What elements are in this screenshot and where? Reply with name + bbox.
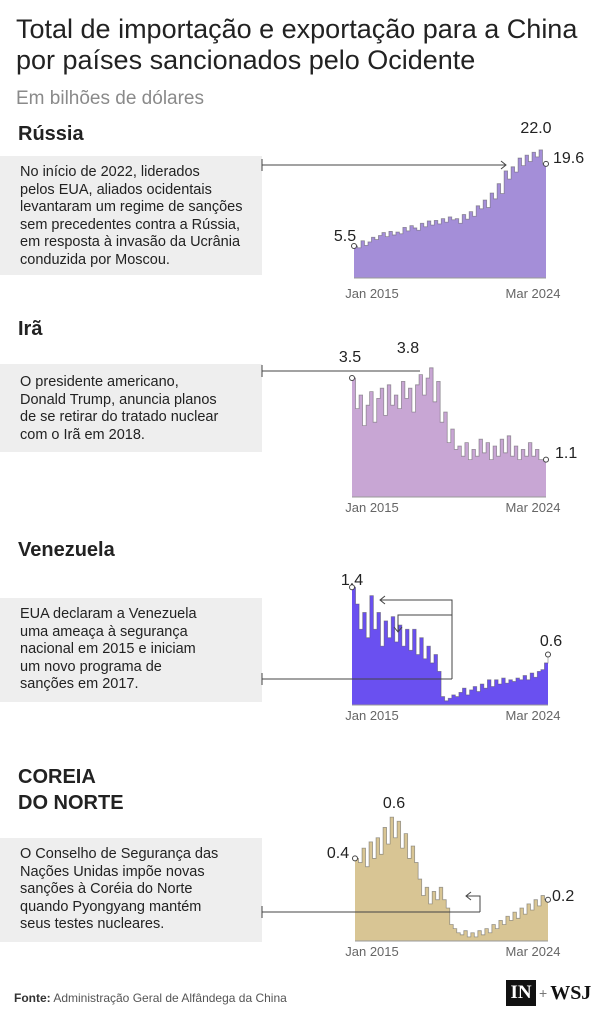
note-line: em resposta à invasão da Ucrânia: [20, 234, 241, 250]
note-line: O Conselho de Segurança das: [20, 846, 219, 862]
section-title-north-korea: COREIA DO NORTE: [18, 764, 124, 816]
section-title-line: COREIA: [18, 766, 96, 788]
area-fill-2: [352, 587, 548, 705]
note-line: sanções em 2017.: [20, 676, 139, 692]
value-label-2-1: 0.6: [540, 633, 562, 650]
note-line: Donald Trump, anuncia planos: [20, 391, 217, 408]
x-tick-label-end-0: Mar 2024: [506, 286, 561, 301]
value-label-3-1: 0.6: [383, 795, 405, 812]
in-logo: IN: [506, 980, 536, 1006]
note-north-korea: O Conselho de Segurança das Nações Unida…: [0, 838, 262, 942]
source-text: Administração Geral de Alfândega da Chin…: [53, 991, 287, 1005]
area-outline-0: [354, 149, 546, 249]
note-russia: No início de 2022, liderados pelos EUA, …: [0, 156, 262, 275]
value-label-2-0: 1.4: [341, 572, 363, 589]
note-iran: O presidente americano, Donald Trump, an…: [0, 364, 262, 452]
value-label-3-0: 0.4: [327, 845, 349, 862]
area-fill-0: [354, 149, 546, 278]
end-marker-2: [545, 651, 551, 658]
x-tick-label-start-2: Jan 2015: [345, 708, 399, 723]
x-tick-label-start-0: Jan 2015: [345, 286, 399, 301]
nk-arrow: [465, 891, 472, 901]
page-subtitle: Em bilhões de dólares: [16, 88, 204, 109]
value-label-1-2: 1.1: [555, 445, 577, 462]
note-venezuela: EUA declaram a Venezuela uma ameaça à se…: [0, 598, 262, 702]
end-marker-0: [543, 160, 549, 167]
note-line: sem precedentes contra a Rússia,: [20, 216, 241, 233]
note-line: seus testes nucleares.: [20, 916, 165, 932]
note-line: nacional em 2015 e iniciam: [20, 641, 196, 657]
section-title-line: DO NORTE: [18, 792, 124, 814]
note-line: sanções à Coréia do Norte: [20, 881, 193, 897]
note-line: um novo programa de: [20, 658, 162, 675]
publisher-logo: IN + WSJ: [506, 980, 591, 1006]
x-tick-label-start-3: Jan 2015: [345, 944, 399, 959]
start-marker-0: [351, 242, 357, 249]
wsj-logo: WSJ: [550, 981, 592, 1004]
source-note: Fonte: Administração Geral de Alfândega …: [14, 991, 287, 1005]
note-line: levantaram um regime de sanções: [20, 199, 243, 215]
value-label-3-2: 0.2: [552, 888, 574, 905]
area-outline-3: [355, 816, 548, 938]
note-line: Nações Unidas impõe novas: [20, 863, 205, 880]
section-title-russia: Rússia: [18, 123, 84, 145]
start-marker-3: [352, 855, 358, 862]
note-line: de se retirar do tratado nuclear: [20, 409, 219, 425]
source-label: Fonte:: [14, 991, 51, 1005]
value-label-0-1: 22.0: [520, 120, 551, 137]
note-line: conduzida por Moscou.: [20, 251, 170, 268]
venezuela-arrow-2017: [393, 626, 403, 633]
value-label-1-1: 3.8: [397, 340, 419, 357]
area-fill-1: [352, 367, 546, 497]
area-outline-1: [352, 367, 546, 460]
area-fill-3: [355, 817, 548, 941]
note-line: EUA declaram a Venezuela: [20, 606, 197, 622]
charts-canvas: 5.5 22.019.6 Jan 2015 Mar 2024 3.5 3.8 1.1 Jan …: [261, 120, 584, 959]
x-tick-label-start-1: Jan 2015: [345, 500, 399, 515]
end-marker-1: [543, 456, 549, 463]
nk-bracket: [466, 895, 481, 912]
x-tick-label-end-3: Mar 2024: [506, 944, 561, 959]
venezuela-bracket-2015: [380, 599, 453, 679]
note-line: No início de 2022, liderados: [20, 164, 200, 180]
note-line: uma ameaça à segurança: [20, 623, 188, 640]
logo-plus: +: [539, 985, 548, 1001]
value-label-0-2: 19.6: [553, 150, 584, 167]
x-tick-label-end-2: Mar 2024: [506, 708, 561, 723]
venezuela-bracket-2017: [397, 614, 452, 632]
venezuela-arrow-2015: [379, 595, 386, 605]
start-marker-2: [349, 584, 355, 591]
value-label-1-0: 3.5: [339, 349, 361, 366]
end-marker-3: [545, 896, 551, 903]
area-outline-2: [352, 586, 549, 702]
x-tick-label-end-1: Mar 2024: [506, 500, 561, 515]
section-title-iran: Irã: [18, 318, 43, 340]
note-line: O presidente americano,: [20, 374, 179, 390]
value-label-0-0: 5.5: [334, 228, 356, 245]
page-title: Total de importação e exportação para a …: [16, 14, 578, 75]
note-line: pelos EUA, aliados ocidentais: [20, 181, 212, 198]
start-marker-1: [349, 375, 355, 381]
note-line: com o Irã em 2018.: [20, 426, 145, 443]
section-title-venezuela: Venezuela: [18, 539, 115, 561]
note-line: quando Pyongyang mantém: [20, 898, 202, 915]
leader-arrow-0: [500, 160, 507, 170]
